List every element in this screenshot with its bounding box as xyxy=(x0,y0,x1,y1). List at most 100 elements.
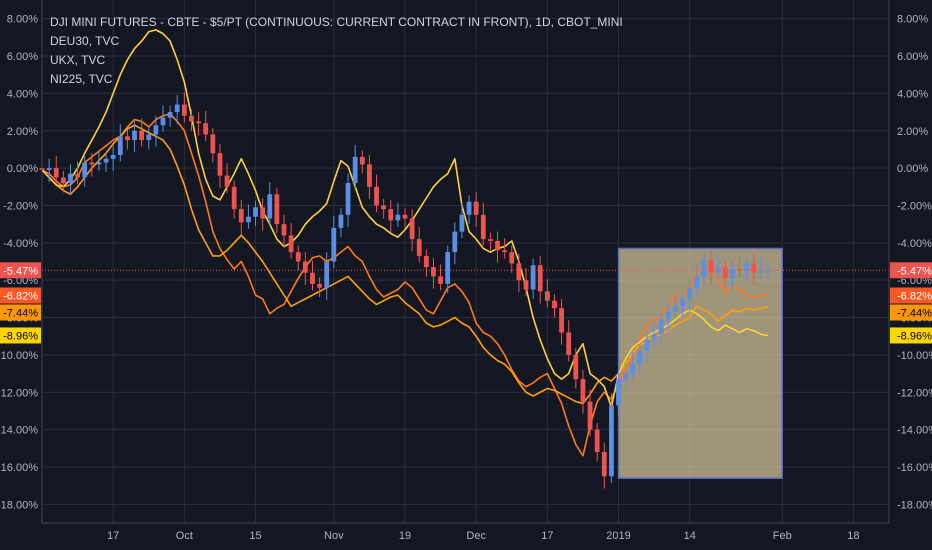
legend: DJI MINI FUTURES - CBTE - $5/PT (CONTINU… xyxy=(50,13,623,89)
price-tag-ni225 xyxy=(890,327,932,344)
candle-body xyxy=(381,205,387,210)
y-tick-label-right: -10.00% xyxy=(897,350,932,362)
candle-body xyxy=(217,153,223,176)
candle-body xyxy=(466,201,472,215)
legend-item-ukx[interactable]: UKX, TVC xyxy=(50,53,106,67)
y-tick-label-right: 4.00% xyxy=(897,88,928,100)
candle-body xyxy=(324,261,330,288)
candle-body xyxy=(594,429,600,453)
x-tick-label: 2019 xyxy=(606,530,630,542)
candle-body xyxy=(82,162,88,178)
legend-item-deu30[interactable]: DEU30, TVC xyxy=(50,34,120,48)
candle-body xyxy=(53,168,59,178)
price-tag-dji xyxy=(890,262,932,279)
candle-body xyxy=(96,162,102,165)
candle-body xyxy=(416,239,422,256)
candle-body xyxy=(431,267,436,277)
price-tag-label: -5.47% xyxy=(897,265,932,277)
price-tags: -5.47% -5.47% -6.82% -6.82% -7.44% -7.44% -8.9… xyxy=(0,262,932,344)
candle-body xyxy=(580,379,586,402)
y-tick-label-right: -12.00% xyxy=(897,387,932,399)
price-tag-label: -7.44% xyxy=(897,307,932,319)
y-tick-label-left: -18.00% xyxy=(0,499,38,511)
candle-body xyxy=(317,283,322,288)
candle-body xyxy=(167,112,173,118)
candle-body xyxy=(722,267,728,279)
candle-body xyxy=(737,268,742,271)
candle-body xyxy=(516,263,522,281)
x-tick-label: Oct xyxy=(176,530,193,542)
y-tick-label-left: 6.00% xyxy=(7,51,38,63)
candle-body xyxy=(637,351,643,365)
candle-body xyxy=(509,252,515,264)
y-tick-label-left: -4.00% xyxy=(3,238,38,250)
candle-body xyxy=(196,121,201,124)
candle-body xyxy=(644,339,650,352)
x-tick-label: 19 xyxy=(399,530,411,542)
candle-body xyxy=(680,298,685,307)
candle-body xyxy=(267,194,273,219)
candle-body xyxy=(260,207,266,219)
candle-body xyxy=(359,156,365,165)
candle-body xyxy=(559,308,564,333)
candle-body xyxy=(715,267,721,273)
price-tag-label: -6.82% xyxy=(897,290,932,302)
candle-body xyxy=(331,227,337,262)
candle-body xyxy=(651,334,657,340)
y-tick-label-left: 8.00% xyxy=(7,14,38,26)
x-tick-label: 17 xyxy=(107,530,119,542)
candle-body xyxy=(125,136,130,141)
candle-body xyxy=(238,209,244,223)
candle-body xyxy=(402,214,408,219)
candle-body xyxy=(523,280,529,290)
y-tick-label-left: -2.00% xyxy=(3,200,38,212)
candle-body xyxy=(537,265,543,292)
legend-item-ni225[interactable]: NI225, TVC xyxy=(50,72,113,86)
y-tick-label-right: 8.00% xyxy=(897,14,928,26)
candle-body xyxy=(530,265,536,290)
candle-body xyxy=(388,209,394,221)
highlight-rectangle[interactable] xyxy=(617,247,783,479)
y-tick-label-left: 2.00% xyxy=(7,126,38,138)
price-tag-label: -7.44% xyxy=(3,307,38,319)
candle-body xyxy=(253,207,258,217)
price-tag-label: -5.47% xyxy=(3,265,38,277)
candle-body xyxy=(295,252,301,262)
candle-body xyxy=(473,201,479,215)
candle-body xyxy=(146,134,152,141)
price-tag-ni225 xyxy=(0,327,41,344)
candle-body xyxy=(174,104,180,113)
candle-body xyxy=(68,173,73,184)
y-tick-label-right: -4.00% xyxy=(897,238,932,250)
price-tag-deu30 xyxy=(0,287,41,304)
candle-body xyxy=(687,287,693,299)
candle-body xyxy=(160,117,166,126)
y-tick-label-right: 6.00% xyxy=(897,51,928,63)
y-tick-label-left: -14.00% xyxy=(0,425,38,437)
candle-body xyxy=(110,155,116,159)
series-layer xyxy=(39,29,771,489)
candle-body xyxy=(459,214,465,232)
candle-body xyxy=(552,300,557,309)
candle-body xyxy=(281,224,287,236)
candle-body xyxy=(438,276,443,284)
candle-body xyxy=(423,255,429,268)
candle-body xyxy=(544,291,550,301)
y-tick-label-left: -16.00% xyxy=(0,462,38,474)
candle-body xyxy=(367,164,372,187)
y-tick-label-left: 4.00% xyxy=(7,88,38,100)
y-tick-label-right: -18.00% xyxy=(897,499,932,511)
y-tick-label-right: -2.00% xyxy=(897,200,932,212)
candle-body xyxy=(89,162,95,165)
candle-body xyxy=(616,379,621,406)
candle-body xyxy=(623,373,629,380)
candle-body xyxy=(210,134,216,154)
candle-body xyxy=(46,168,52,170)
candle-body xyxy=(673,306,678,312)
candle-body xyxy=(708,259,714,273)
candle-body xyxy=(189,115,194,122)
legend-main-symbol[interactable]: DJI MINI FUTURES - CBTE - $5/PT (CONTINU… xyxy=(50,15,623,29)
candle-body xyxy=(224,175,230,187)
candle-body xyxy=(302,261,308,273)
